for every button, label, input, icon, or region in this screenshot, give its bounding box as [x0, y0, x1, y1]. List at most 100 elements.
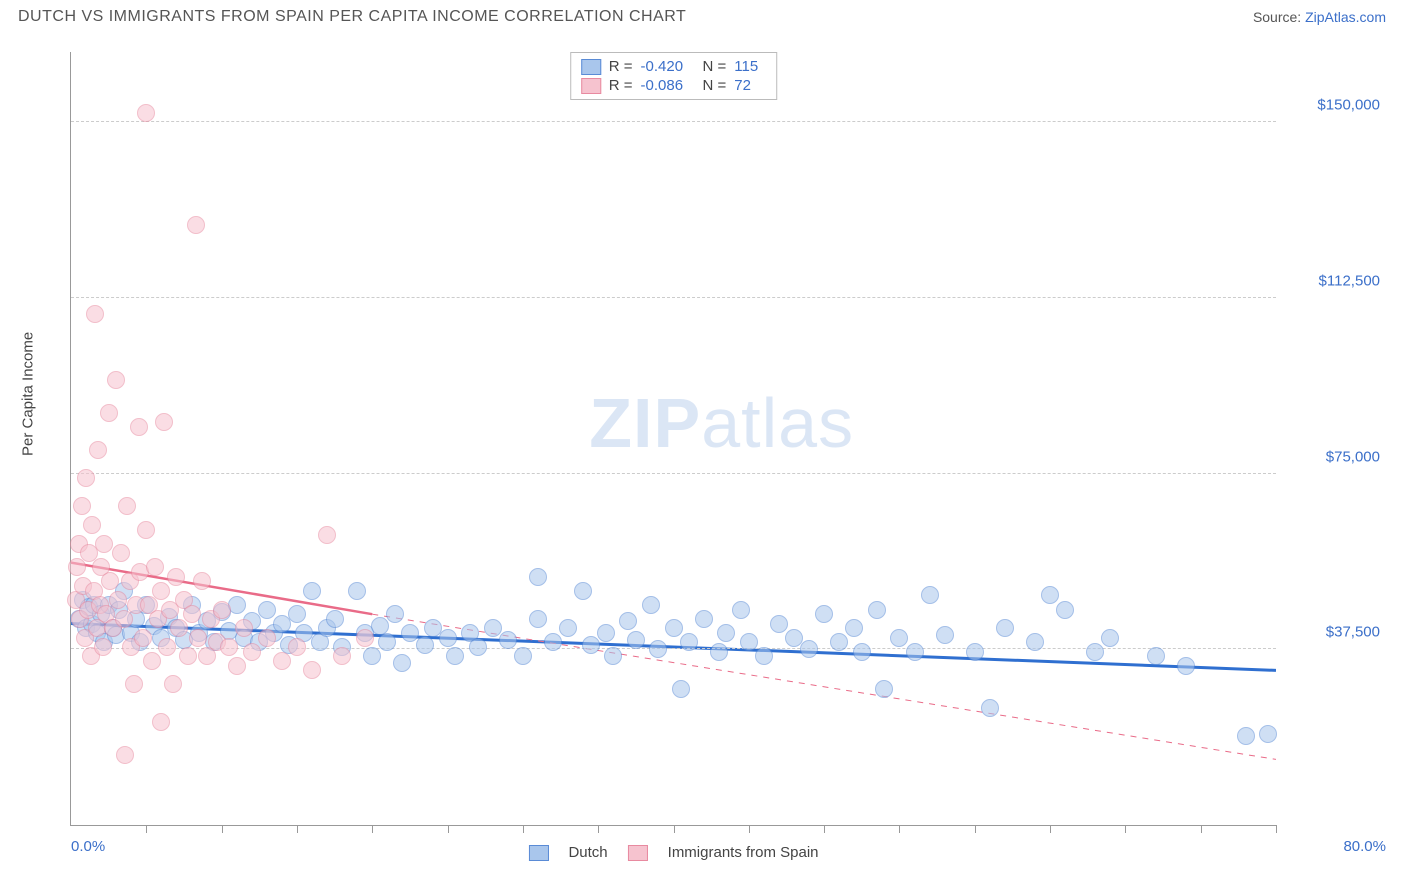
- data-point: [1237, 727, 1255, 745]
- correlation-stats-box: R =-0.420N =115R =-0.086N =72: [570, 52, 778, 100]
- data-point: [732, 601, 750, 619]
- data-point: [152, 582, 170, 600]
- data-point: [740, 633, 758, 651]
- stats-row: R =-0.086N =72: [581, 76, 767, 95]
- data-point: [446, 647, 464, 665]
- x-tick: [749, 825, 750, 833]
- stats-row: R =-0.420N =115: [581, 57, 767, 76]
- data-point: [152, 713, 170, 731]
- source-link[interactable]: ZipAtlas.com: [1305, 9, 1386, 25]
- data-point: [333, 647, 351, 665]
- data-point: [906, 643, 924, 661]
- series-legend: DutchImmigrants from Spain: [528, 844, 818, 861]
- data-point: [137, 521, 155, 539]
- data-point: [130, 418, 148, 436]
- data-point: [158, 638, 176, 656]
- data-point: [868, 601, 886, 619]
- data-point: [273, 652, 291, 670]
- data-point: [770, 615, 788, 633]
- stat-n-value: 115: [734, 58, 766, 75]
- x-tick: [975, 825, 976, 833]
- data-point: [116, 746, 134, 764]
- data-point: [393, 654, 411, 672]
- series-swatch: [581, 78, 601, 94]
- data-point: [649, 640, 667, 658]
- data-point: [627, 631, 645, 649]
- data-point: [717, 624, 735, 642]
- y-axis-label: Per Capita Income: [20, 332, 37, 456]
- data-point: [228, 657, 246, 675]
- data-point: [94, 638, 112, 656]
- data-point: [348, 582, 366, 600]
- chart-title: DUTCH VS IMMIGRANTS FROM SPAIN PER CAPIT…: [18, 8, 686, 26]
- chart-area: Per Capita Income ZIPatlas R =-0.420N =1…: [18, 38, 1386, 874]
- data-point: [830, 633, 848, 651]
- gridline-h: [71, 473, 1276, 474]
- data-point: [1147, 647, 1165, 665]
- x-tick: [598, 825, 599, 833]
- data-point: [100, 404, 118, 422]
- stat-r-label: R =: [609, 58, 633, 75]
- data-point: [386, 605, 404, 623]
- data-point: [981, 699, 999, 717]
- data-point: [710, 643, 728, 661]
- source-attribution: Source: ZipAtlas.com: [1253, 9, 1386, 25]
- data-point: [167, 568, 185, 586]
- data-point: [845, 619, 863, 637]
- x-tick: [448, 825, 449, 833]
- x-tick: [146, 825, 147, 833]
- legend-swatch: [628, 845, 648, 861]
- data-point: [213, 601, 231, 619]
- data-point: [83, 516, 101, 534]
- data-point: [529, 568, 547, 586]
- data-point: [853, 643, 871, 661]
- data-point: [1259, 725, 1277, 743]
- data-point: [89, 441, 107, 459]
- data-point: [235, 619, 253, 637]
- data-point: [695, 610, 713, 628]
- series-swatch: [581, 59, 601, 75]
- data-point: [665, 619, 683, 637]
- y-tick-label: $112,500: [1284, 272, 1380, 289]
- x-axis-min-label: 0.0%: [71, 838, 105, 855]
- data-point: [574, 582, 592, 600]
- data-point: [243, 643, 261, 661]
- data-point: [258, 629, 276, 647]
- x-tick: [1276, 825, 1277, 833]
- x-axis-max-label: 80.0%: [1286, 838, 1386, 855]
- data-point: [582, 636, 600, 654]
- stat-n-label: N =: [703, 77, 727, 94]
- y-tick-label: $150,000: [1284, 97, 1380, 114]
- stat-n-label: N =: [703, 58, 727, 75]
- data-point: [1056, 601, 1074, 619]
- legend-swatch: [528, 845, 548, 861]
- data-point: [137, 104, 155, 122]
- data-point: [597, 624, 615, 642]
- data-point: [936, 626, 954, 644]
- data-point: [890, 629, 908, 647]
- data-point: [115, 610, 133, 628]
- gridline-h: [71, 121, 1276, 122]
- data-point: [672, 680, 690, 698]
- data-point: [1086, 643, 1104, 661]
- y-tick-label: $75,000: [1284, 448, 1380, 465]
- x-tick: [824, 825, 825, 833]
- data-point: [164, 675, 182, 693]
- data-point: [189, 629, 207, 647]
- data-point: [680, 633, 698, 651]
- data-point: [86, 305, 104, 323]
- data-point: [800, 640, 818, 658]
- data-point: [118, 497, 136, 515]
- data-point: [326, 610, 344, 628]
- data-point: [77, 469, 95, 487]
- stat-r-label: R =: [609, 77, 633, 94]
- data-point: [559, 619, 577, 637]
- data-point: [815, 605, 833, 623]
- data-point: [107, 371, 125, 389]
- data-point: [619, 612, 637, 630]
- data-point: [193, 572, 211, 590]
- stat-r-value: -0.086: [641, 77, 695, 94]
- data-point: [1041, 586, 1059, 604]
- data-point: [134, 629, 152, 647]
- data-point: [318, 526, 336, 544]
